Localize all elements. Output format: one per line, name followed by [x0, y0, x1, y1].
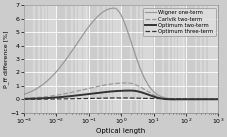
Optimum two-term [22, 98, 25, 100]
Optimum two-term [105, 91, 108, 93]
Y-axis label: P_ff difference [%]: P_ff difference [%] [3, 30, 9, 88]
Optimum two-term [128, 90, 131, 91]
Optimum three-term [97, 97, 99, 99]
Wigner one-term [112, 7, 115, 9]
Optimum two-term [192, 99, 194, 100]
Wigner one-term [105, 9, 108, 11]
Optimum two-term [97, 92, 99, 94]
Carlvik two-term [216, 99, 219, 100]
Optimum two-term [172, 99, 175, 100]
Optimum three-term [118, 97, 121, 99]
Wigner one-term [22, 94, 25, 95]
Wigner one-term [216, 99, 219, 100]
Optimum three-term [105, 97, 108, 99]
Carlvik two-term [97, 85, 99, 87]
Carlvik two-term [22, 98, 25, 99]
Optimum three-term [191, 98, 194, 100]
Carlvik two-term [56, 94, 59, 96]
Carlvik two-term [169, 99, 172, 100]
Wigner one-term [56, 69, 59, 71]
Optimum two-term [216, 99, 219, 100]
Optimum three-term [22, 98, 25, 100]
Optimum three-term [212, 98, 215, 100]
Optimum two-term [212, 99, 215, 100]
Line: Optimum two-term: Optimum two-term [24, 91, 217, 99]
Optimum three-term [216, 98, 219, 100]
Carlvik two-term [192, 99, 194, 100]
Line: Wigner one-term: Wigner one-term [24, 8, 217, 99]
Line: Optimum three-term: Optimum three-term [24, 98, 217, 99]
Optimum two-term [56, 97, 59, 98]
Optimum three-term [44, 98, 47, 100]
Carlvik two-term [212, 99, 215, 100]
Wigner one-term [212, 99, 215, 100]
X-axis label: Optical length: Optical length [96, 128, 145, 134]
Wigner one-term [191, 99, 194, 100]
Carlvik two-term [105, 84, 108, 85]
Legend: Wigner one-term, Carlvik two-term, Optimum two-term, Optimum three-term: Wigner one-term, Carlvik two-term, Optim… [142, 8, 215, 36]
Wigner one-term [44, 81, 47, 83]
Carlvik two-term [44, 96, 47, 98]
Optimum two-term [44, 97, 47, 99]
Wigner one-term [97, 15, 99, 17]
Line: Carlvik two-term: Carlvik two-term [24, 83, 217, 100]
Optimum three-term [56, 98, 59, 100]
Carlvik two-term [125, 82, 128, 84]
